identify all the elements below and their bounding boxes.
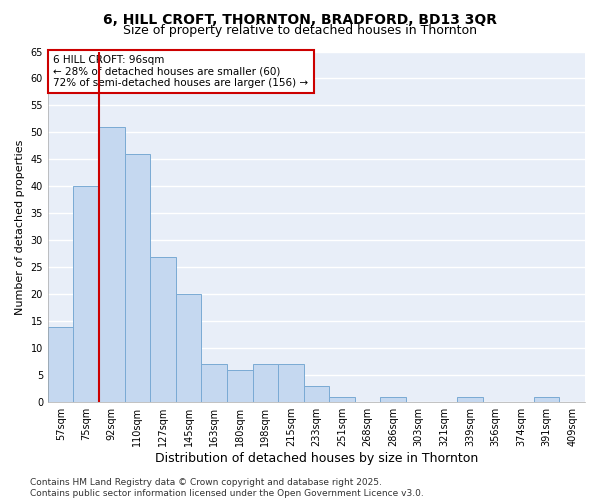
Bar — [278, 364, 304, 402]
Y-axis label: Number of detached properties: Number of detached properties — [15, 139, 25, 314]
Bar — [534, 397, 559, 402]
Bar — [150, 256, 176, 402]
Bar — [48, 326, 73, 402]
Bar — [99, 127, 125, 402]
Bar — [304, 386, 329, 402]
Bar — [457, 397, 482, 402]
Text: Contains HM Land Registry data © Crown copyright and database right 2025.
Contai: Contains HM Land Registry data © Crown c… — [30, 478, 424, 498]
Text: 6 HILL CROFT: 96sqm
← 28% of detached houses are smaller (60)
72% of semi-detach: 6 HILL CROFT: 96sqm ← 28% of detached ho… — [53, 55, 308, 88]
Bar — [202, 364, 227, 402]
Bar — [380, 397, 406, 402]
Text: 6, HILL CROFT, THORNTON, BRADFORD, BD13 3QR: 6, HILL CROFT, THORNTON, BRADFORD, BD13 … — [103, 12, 497, 26]
Bar — [125, 154, 150, 402]
Bar — [73, 186, 99, 402]
Text: Size of property relative to detached houses in Thornton: Size of property relative to detached ho… — [123, 24, 477, 37]
Bar — [329, 397, 355, 402]
X-axis label: Distribution of detached houses by size in Thornton: Distribution of detached houses by size … — [155, 452, 478, 465]
Bar — [253, 364, 278, 402]
Bar — [176, 294, 202, 402]
Bar — [227, 370, 253, 402]
